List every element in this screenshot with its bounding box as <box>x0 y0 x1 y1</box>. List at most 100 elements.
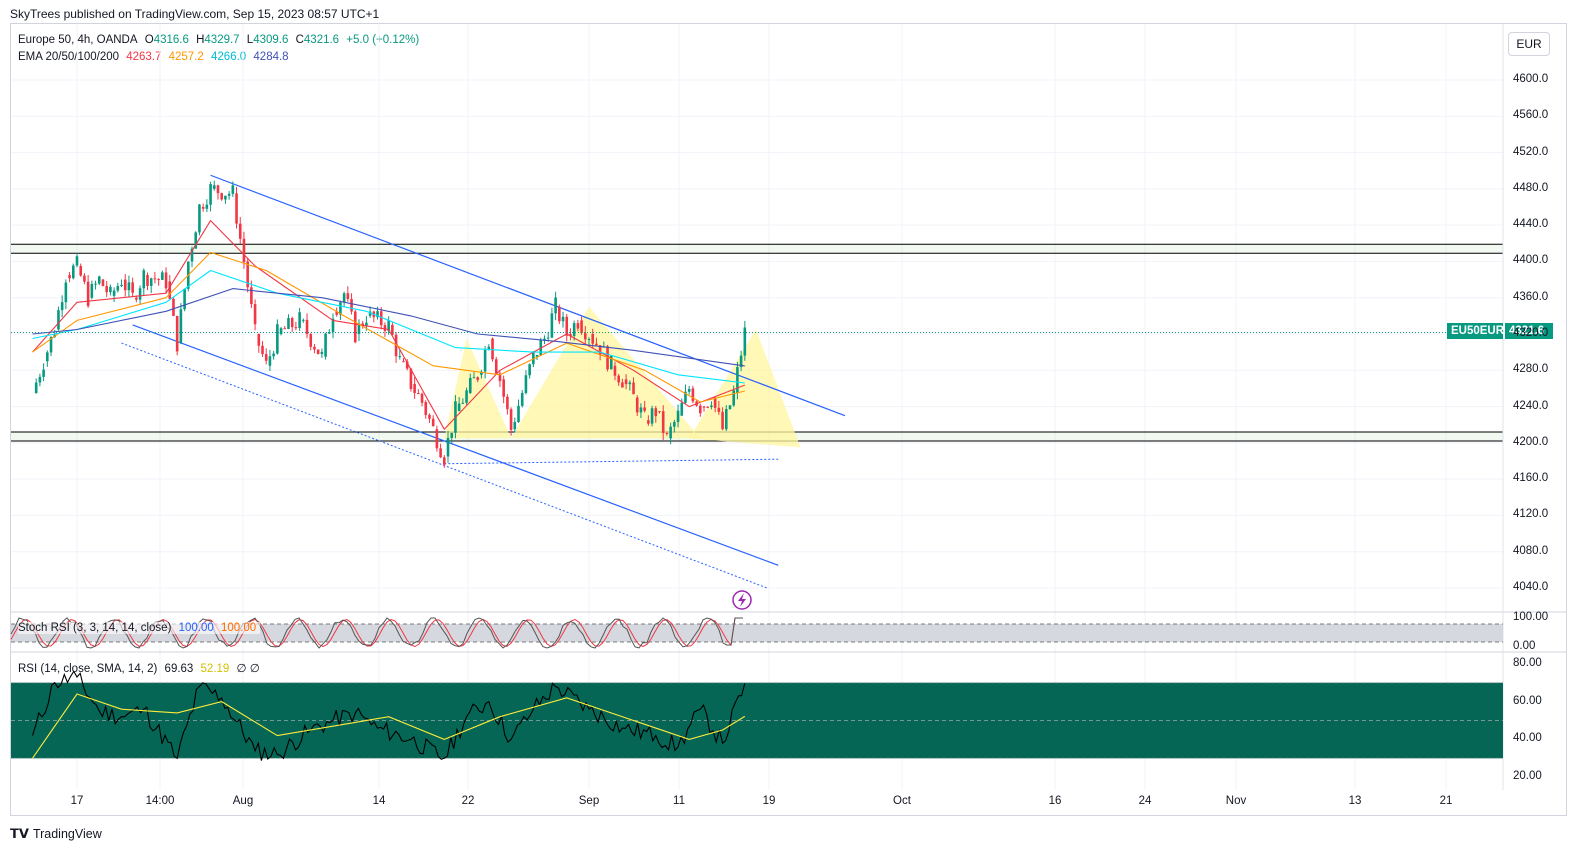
candle-body <box>591 334 595 344</box>
y-tick-label: 100.00 <box>1513 611 1549 623</box>
candle-body <box>305 319 309 335</box>
candle-body <box>413 383 416 393</box>
y-tick-label: 4560.0 <box>1513 109 1549 122</box>
candle-body <box>487 346 491 350</box>
candle-body <box>706 406 710 408</box>
candle-body <box>580 320 583 334</box>
candle-body <box>561 316 565 322</box>
ema-label[interactable]: EMA 20/50/100/200 <box>18 51 120 63</box>
stoch-band <box>11 624 1503 642</box>
ema-line-EMA50 <box>32 251 745 403</box>
pattern-triangle-0 <box>444 338 512 439</box>
candle-body <box>632 382 635 395</box>
candle-body <box>190 248 194 262</box>
rsi-legend: RSI (14, close, SMA, 14, 2) 69.63 52.19 … <box>18 661 264 675</box>
candle-body <box>346 293 350 300</box>
candle-body <box>446 437 450 457</box>
candle-body <box>391 324 394 335</box>
candle-body <box>120 284 123 286</box>
candle-body <box>724 408 728 430</box>
candle-body <box>680 402 684 416</box>
candle-body <box>598 345 602 355</box>
candle-body <box>60 302 64 311</box>
candle-body <box>420 393 424 403</box>
currency-button[interactable]: EUR <box>1508 32 1550 56</box>
candle-body <box>320 351 324 355</box>
candle-body <box>38 376 42 383</box>
price-tag-value: 4321.6 <box>1505 323 1553 339</box>
ema-line-EMA100 <box>32 269 745 384</box>
candle-body <box>168 281 172 299</box>
candle-body <box>546 337 550 339</box>
candle-body <box>112 290 116 296</box>
channel-upper-line <box>210 174 846 417</box>
pattern-triangle-2 <box>689 329 801 448</box>
candle-body <box>595 343 598 346</box>
x-tick-label: Oct <box>893 795 911 807</box>
candle-body <box>101 279 105 287</box>
candle-body <box>676 410 680 422</box>
candle-body <box>565 316 569 336</box>
tradingview-logo-icon: 𝗧𝗩 <box>10 826 29 841</box>
candle-body <box>161 272 164 280</box>
candle-body <box>405 361 409 369</box>
candle-body <box>476 377 479 380</box>
candle-body <box>205 204 209 209</box>
candle-body <box>49 336 53 353</box>
candle-body <box>75 256 79 266</box>
candle-body <box>624 379 628 385</box>
candle-body <box>339 302 342 315</box>
candle-body <box>702 406 706 408</box>
candle-body <box>621 382 624 388</box>
candle-body <box>138 288 142 300</box>
y-tick-label: 40.00 <box>1513 732 1542 745</box>
ema20-value: 4263.7 <box>126 51 162 63</box>
chart-frame <box>10 23 1567 816</box>
rsi-label[interactable]: RSI (14, close, SMA, 14, 2) <box>18 663 158 675</box>
candle-body <box>127 282 131 291</box>
candle-body <box>409 368 413 390</box>
candle-body <box>417 392 420 394</box>
candle-body <box>83 275 86 282</box>
candle-body <box>212 185 216 189</box>
y-tick-label: 4040.0 <box>1513 581 1549 593</box>
candle-body <box>142 270 146 289</box>
candle-body <box>272 353 275 357</box>
candle-body <box>294 327 298 329</box>
y-tick-label: 4320.0 <box>1513 327 1549 339</box>
footer-brand[interactable]: 𝗧𝗩 TradingView <box>10 826 102 842</box>
candle-body <box>669 426 672 439</box>
candle-body <box>498 373 502 382</box>
candle-body <box>183 288 186 310</box>
candle-body <box>313 346 316 350</box>
y-tick-label: 4160.0 <box>1513 472 1549 485</box>
candle-body <box>146 275 149 286</box>
candle-body <box>86 281 90 307</box>
symbol-label[interactable]: Europe 50, 4h, OANDA <box>18 34 138 46</box>
candle-body <box>46 352 49 362</box>
candle-body <box>105 286 108 293</box>
stoch-label[interactable]: Stoch RSI (3, 3, 14, 14, close) <box>18 622 172 634</box>
candle-body <box>468 377 472 393</box>
candle-body <box>480 371 483 375</box>
candle-body <box>739 355 743 368</box>
candle-body <box>179 309 183 344</box>
candle-body <box>721 411 724 430</box>
candle-body <box>617 375 620 383</box>
candle-body <box>424 402 428 415</box>
candle-body <box>699 405 702 414</box>
candle-body <box>684 391 687 403</box>
candle-body <box>428 414 431 419</box>
price-tag-symbol: EU50EUR <box>1447 323 1504 339</box>
candle-body <box>506 396 509 410</box>
candle-body <box>457 403 461 412</box>
rsi-line <box>31 670 746 761</box>
candle-body <box>309 334 313 347</box>
candle-body <box>691 388 695 402</box>
candle-body <box>250 287 253 305</box>
x-tick-label: 19 <box>762 795 776 807</box>
candle-body <box>402 361 405 363</box>
candle-body <box>647 420 650 424</box>
candle-body <box>365 322 368 327</box>
candle-body <box>123 279 127 291</box>
